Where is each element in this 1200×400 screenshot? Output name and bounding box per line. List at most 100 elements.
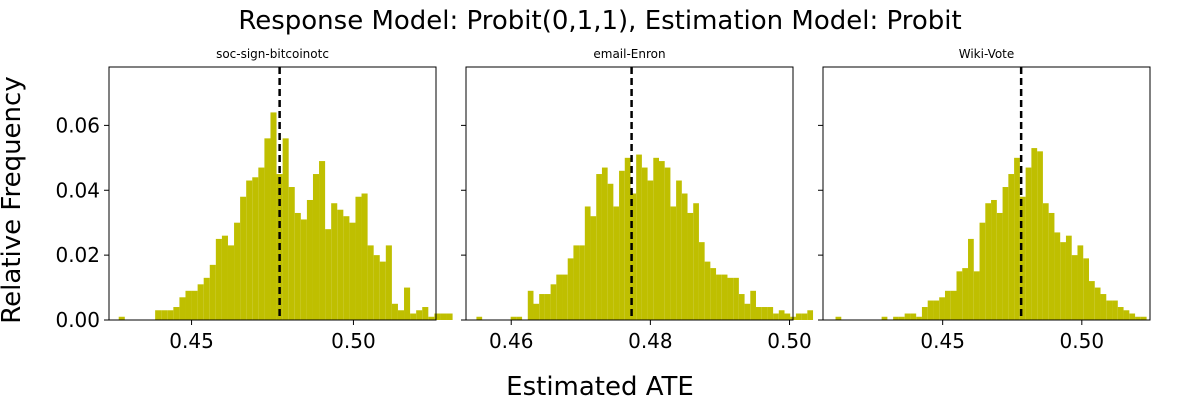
histogram-bar — [893, 316, 899, 320]
y-tick-label: 0.04 — [55, 178, 100, 202]
histogram-bar — [716, 274, 722, 320]
histogram-bar — [973, 271, 980, 320]
histogram-bar — [1019, 196, 1026, 320]
histogram-bar — [234, 222, 241, 320]
histogram-bar — [573, 245, 580, 320]
histogram-bar — [636, 154, 642, 320]
histogram-bar — [1077, 245, 1084, 320]
histogram-bar — [476, 316, 483, 320]
histogram-bar — [1042, 203, 1049, 320]
histogram-bar — [397, 310, 405, 320]
histogram-bar — [619, 170, 625, 320]
figure-ylabel: Relative Frequency — [0, 76, 27, 323]
histogram-bar — [410, 313, 417, 320]
histogram-bar — [1135, 316, 1141, 320]
histogram-bar — [319, 161, 326, 320]
histogram-bar — [282, 138, 289, 320]
axes-frame — [465, 66, 794, 321]
histogram-bar — [306, 199, 313, 320]
histogram-bar — [1031, 148, 1038, 320]
y-tick-label: 0.06 — [55, 113, 100, 137]
x-tick-label: 0.45 — [169, 329, 214, 353]
histogram-bar — [624, 157, 631, 320]
histogram-bar — [527, 290, 534, 320]
histogram-bar — [179, 297, 186, 320]
histogram-bar — [750, 290, 756, 320]
x-tick-label: 0.45 — [920, 329, 965, 353]
histogram-bar — [698, 242, 705, 320]
histogram-bar — [733, 277, 739, 320]
histogram-bar — [562, 274, 568, 320]
histogram-bar — [721, 274, 728, 320]
histogram-bar — [209, 264, 216, 320]
histogram-bar — [556, 274, 563, 320]
histogram-bar — [416, 310, 423, 320]
histogram-bar — [1008, 174, 1015, 320]
histogram-panel: email-Enron 0.46 0.48 0.50 — [461, 47, 814, 353]
histogram-bar — [227, 245, 235, 320]
histogram-bar — [761, 307, 768, 320]
histogram-bar — [1025, 167, 1032, 320]
histogram-bar — [755, 307, 762, 320]
histogram-bar — [349, 222, 356, 320]
histogram-bar — [910, 313, 917, 320]
x-tick-label: 0.50 — [331, 329, 376, 353]
histogram-bar — [996, 212, 1003, 320]
histogram-bar — [596, 174, 602, 320]
histogram-bar — [288, 187, 295, 320]
histogram-bar — [795, 313, 802, 320]
histogram-bar — [118, 316, 125, 320]
histogram-bar — [544, 294, 551, 320]
histogram-bar — [203, 277, 210, 320]
histogram-bar — [440, 313, 447, 320]
y-tick-label: 0.02 — [55, 243, 100, 267]
histogram-bar — [312, 174, 320, 320]
histogram-bar — [968, 238, 974, 320]
histogram-bar — [933, 300, 940, 320]
histogram-bar — [294, 212, 301, 320]
histogram-bar — [687, 212, 694, 320]
x-tick-label: 0.50 — [767, 329, 812, 353]
y-tick-label: 0.00 — [55, 308, 100, 332]
histogram-bar — [331, 203, 338, 320]
histogram-bar — [704, 261, 711, 320]
panel-title: soc-sign-bitcoinotc — [216, 47, 329, 61]
histogram-bar — [240, 196, 247, 320]
histogram-bar — [738, 294, 745, 320]
histogram-bar — [991, 199, 997, 320]
histogram-bar — [539, 294, 545, 320]
histogram-bar — [1065, 235, 1072, 320]
histogram-bar — [385, 245, 392, 320]
histogram-bar — [361, 193, 368, 320]
histogram-bar — [391, 303, 398, 320]
histogram-bar — [533, 303, 540, 320]
histogram-bar — [653, 157, 659, 320]
histogram-bar — [510, 316, 517, 320]
histogram-bar — [258, 167, 265, 320]
histogram-bar — [956, 271, 963, 320]
histogram-bar — [647, 180, 654, 320]
x-tick-label: 0.46 — [489, 329, 534, 353]
histogram-bar — [155, 310, 162, 320]
histogram-bar — [367, 245, 374, 320]
histogram-bar — [446, 313, 453, 320]
histogram-bar — [173, 307, 180, 320]
histogram-bar — [1071, 255, 1078, 320]
figure-suptitle: Response Model: Probit(0,1,1), Estimatio… — [238, 6, 961, 36]
histogram-bar — [1037, 151, 1043, 320]
histogram-bar — [1054, 232, 1061, 320]
histogram-bar — [567, 258, 574, 320]
histogram-bar — [950, 290, 957, 320]
histogram-bar — [404, 287, 411, 320]
histogram-bar — [1117, 307, 1124, 320]
histogram-bar — [550, 284, 557, 320]
histogram-bar — [584, 206, 591, 320]
histogram-bar — [1106, 300, 1113, 320]
histogram-panel: Wiki-Vote 0.45 0.50 — [818, 47, 1151, 353]
histogram-bar — [607, 183, 614, 320]
histogram-bar — [773, 313, 779, 320]
histogram-bar — [270, 112, 277, 321]
histogram-bar — [676, 180, 682, 320]
histogram-bar — [1100, 294, 1107, 320]
